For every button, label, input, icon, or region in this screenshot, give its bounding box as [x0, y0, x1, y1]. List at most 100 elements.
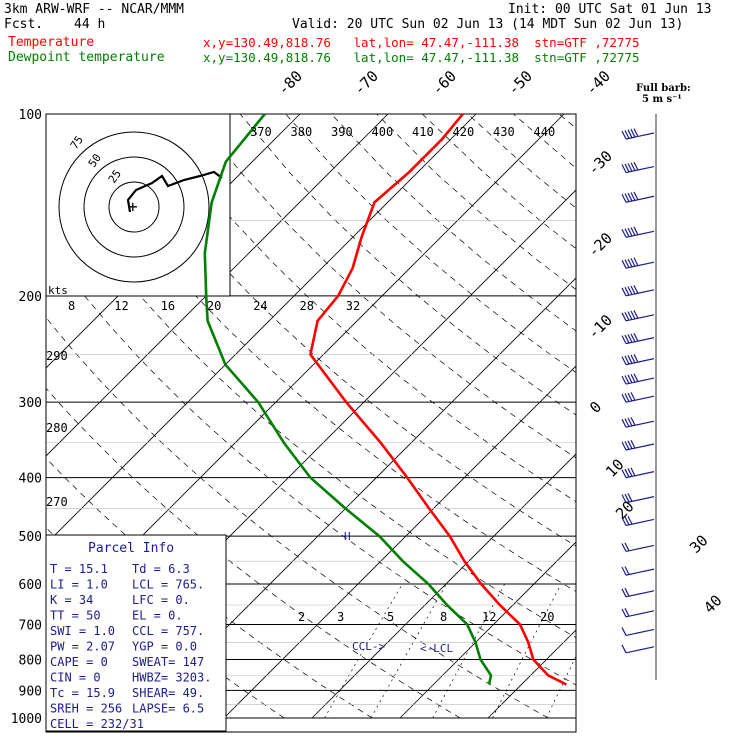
parcel-info-box	[45, 534, 227, 732]
isotherm-line	[46, 114, 389, 457]
wind-speed-label: 20	[207, 299, 221, 313]
parcel-info-right: HWBZ= 3203.	[132, 671, 211, 685]
hodograph-frame	[45, 113, 231, 297]
wind-barb	[621, 226, 655, 238]
dry-adiabat	[467, 114, 576, 209]
wind-barb	[621, 644, 655, 654]
isotherm-label: -60	[428, 67, 460, 99]
wind-barb	[621, 128, 655, 140]
parcel-info-right: LCL = 765.	[132, 578, 204, 592]
pressure-tick-label: 400	[19, 472, 42, 487]
wind-barb	[621, 285, 655, 297]
parcel-info-left: Tc = 15.9	[50, 686, 115, 700]
wind-barb	[621, 607, 655, 618]
lcl-annotation: <-LCL	[420, 642, 453, 655]
isotherm-line	[135, 277, 576, 719]
hodograph-ring	[58, 131, 210, 283]
mixing-ratio-label: 5	[387, 610, 394, 624]
dry-adiabat	[605, 114, 740, 718]
header-init: Init: 00 UTC Sat 01 Jun 13	[508, 2, 712, 17]
parcel-info-right: SHEAR= 49.	[132, 686, 204, 700]
dry-adiabat	[513, 114, 576, 169]
pressure-tick-label: 300	[19, 396, 42, 411]
isotherm-label: -50	[504, 67, 536, 99]
theta-label: 380	[291, 125, 313, 139]
wind-barb	[621, 310, 655, 322]
mixing-ratio-label: 8	[440, 610, 447, 624]
left-side-label: 270	[46, 495, 68, 509]
wind-speed-label: 12	[114, 299, 128, 313]
parcel-info-left: LI = 1.0	[50, 578, 108, 592]
pressure-tick-label: 800	[19, 653, 42, 668]
wind-barb	[621, 566, 655, 576]
legend-dewpoint-name: Dewpoint temperature	[8, 50, 165, 65]
pressure-tick-label: 700	[19, 618, 42, 633]
header-valid: Valid: 20 UTC Sun 02 Jun 13 (14 MDT Sun …	[292, 17, 684, 32]
parcel-info-right: Td = 6.3	[132, 562, 190, 576]
dry-adiabat	[650, 114, 740, 718]
wind-barb	[621, 257, 655, 269]
hodograph-ring	[83, 156, 185, 258]
isotherm-label: 10	[602, 455, 628, 481]
mixing-ratio-label: 2	[298, 610, 305, 624]
left-side-label: 290	[46, 349, 68, 363]
hodograph-ring	[108, 181, 160, 233]
isotherm-line	[664, 114, 740, 718]
wind-barb	[621, 542, 655, 553]
wind-barb	[621, 587, 655, 598]
height-marker: H	[344, 530, 351, 543]
parcel-info-left: TT = 50	[50, 609, 101, 623]
ccl-annotation: CCL->	[352, 640, 385, 653]
barb-legend-line1: Full barb:	[636, 83, 691, 94]
isotherm-label: 30	[686, 531, 712, 557]
parcel-info-left: T = 15.1	[50, 562, 108, 576]
isotherm-line	[311, 453, 576, 719]
wind-barb	[621, 332, 655, 345]
parcel-info-left: SREH = 256	[50, 702, 122, 716]
pressure-tick-label: 600	[19, 578, 42, 593]
legend-temperature-info: x,y=130.49,818.76 lat,lon= 47.47,-111.38…	[203, 35, 640, 50]
header-model: 3km ARW-WRF -- NCAR/MMM	[4, 2, 185, 17]
isotherm-line	[575, 717, 576, 718]
hodograph-trace	[126, 170, 223, 213]
parcel-info-left: CELL = 232/31	[50, 717, 144, 731]
theta-label: 400	[372, 125, 394, 139]
isotherm-label: -10	[584, 311, 616, 343]
parcel-info-right: LAPSE= 6.5	[132, 702, 204, 716]
wind-barb	[621, 627, 655, 637]
parcel-info-title: Parcel Info	[88, 541, 174, 556]
theta-label: 390	[331, 125, 353, 139]
wind-barb	[621, 467, 655, 479]
dry-adiabat	[148, 114, 576, 503]
parcel-info-left: K = 34	[50, 593, 93, 607]
wind-speed-label: 28	[300, 299, 314, 313]
mixing-ratio-label: 20	[540, 610, 554, 624]
parcel-info-right: LFC = 0.	[132, 593, 190, 607]
dewpoint-trace	[203, 114, 493, 685]
isotherm-label: -30	[584, 147, 616, 179]
mixing-ratio-line	[618, 584, 679, 718]
pressure-tick-label: 100	[19, 108, 42, 123]
hodograph-ring-label: 50	[86, 151, 104, 169]
theta-label: 410	[412, 125, 434, 139]
theta-label: 430	[493, 125, 515, 139]
plot-frame	[45, 113, 577, 733]
isotherm-line	[223, 365, 576, 719]
parcel-info-right: YGP = 0.0	[132, 640, 197, 654]
wind-barb	[621, 516, 655, 527]
header-fcst-label: Fcst.	[4, 17, 44, 32]
wind-speed-label: 16	[161, 299, 175, 313]
parcel-info-left: PW = 2.07	[50, 640, 115, 654]
wind-barb	[621, 373, 655, 385]
parcel-info-left: CAPE = 0	[50, 655, 108, 669]
wind-barb	[621, 493, 655, 504]
wind-barb	[621, 191, 655, 203]
pressure-tick-label: 500	[19, 530, 42, 545]
legend-temperature-name: Temperature	[8, 35, 95, 50]
wind-barb	[621, 353, 655, 366]
mixing-ratio-line	[546, 655, 576, 719]
isotherm-line	[46, 114, 477, 545]
hodograph-ring-label: 75	[68, 133, 86, 151]
legend-dewpoint-info: x,y=130.49,818.76 lat,lon= 47.47,-111.38…	[203, 50, 640, 65]
